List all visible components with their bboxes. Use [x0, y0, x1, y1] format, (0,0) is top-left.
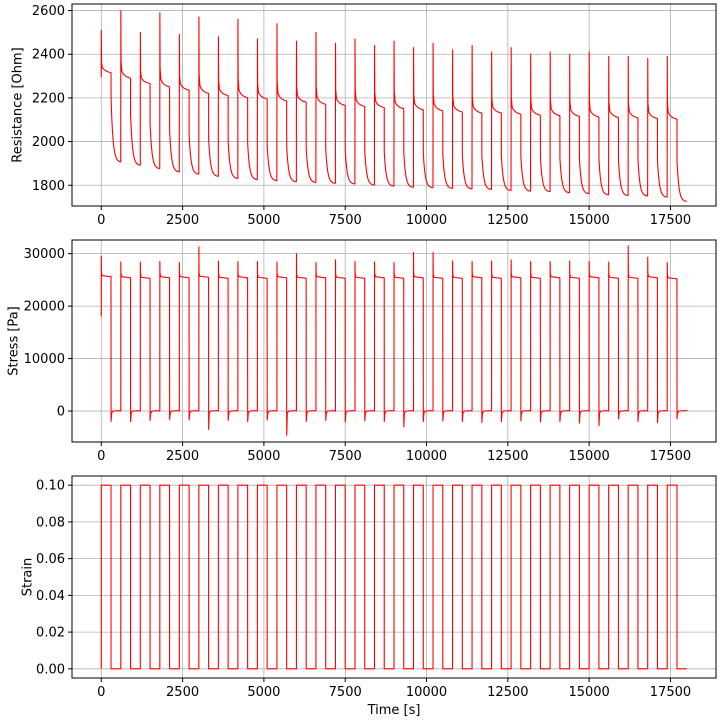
- resistance-series-line: [100, 10, 688, 202]
- x-tick-label: 5000: [247, 685, 280, 700]
- x-tick-label: 15000: [568, 449, 609, 464]
- x-axis-label: Time [s]: [367, 703, 421, 718]
- x-tick-label: 10000: [406, 685, 447, 700]
- strain-series-line: [100, 484, 687, 670]
- x-tick-label: 12500: [487, 685, 528, 700]
- y-tick-label: 0.06: [36, 552, 65, 567]
- x-tick-label: 2500: [166, 685, 199, 700]
- x-tick-label: 17500: [650, 449, 691, 464]
- y-tick-label: 0.00: [36, 662, 65, 677]
- x-tick-label: 7500: [329, 213, 362, 228]
- resistance-panel: 0 2500 5000 7500 10000 12500 15000 17500 1800 200…: [11, 3, 717, 228]
- x-tick-label: 12500: [487, 213, 528, 228]
- x-tick-label: 5000: [247, 449, 280, 464]
- y-tick-label: 2600: [32, 4, 65, 19]
- y-tick-label: 0: [57, 405, 65, 420]
- x-tick-label: 0: [97, 685, 105, 700]
- x-tick-label: 0: [97, 449, 105, 464]
- x-tick-label: 15000: [568, 213, 609, 228]
- x-tick-label: 17500: [650, 213, 691, 228]
- x-tick-label: 2500: [166, 213, 199, 228]
- stress-panel: 0 2500 5000 7500 10000 12500 15000 17500 0 10000 2…: [7, 239, 717, 464]
- y-tick-label: 10000: [24, 352, 65, 367]
- strain-panel: 0 2500 5000 7500 10000 12500 15000 17500 0.00 0.0…: [21, 475, 717, 718]
- y-axis-label: Resistance [Ohm]: [11, 47, 26, 162]
- y-tick-label: 0.10: [36, 479, 65, 494]
- y-tick-label: 20000: [24, 300, 65, 315]
- y-axis-label: Strain: [21, 558, 36, 597]
- y-tick-label: 2000: [32, 135, 65, 150]
- y-tick-label: 0.04: [36, 589, 65, 604]
- y-tick-label: 2400: [32, 48, 65, 63]
- axes-frame: [71, 475, 717, 679]
- y-tick-label: 2200: [32, 91, 65, 106]
- x-tick-label: 17500: [650, 685, 691, 700]
- y-tick-label: 0.02: [36, 626, 65, 641]
- y-tick-label: 1800: [32, 179, 65, 194]
- x-tick-label: 7500: [329, 685, 362, 700]
- x-tick-label: 10000: [406, 213, 447, 228]
- axes-frame: [71, 3, 717, 207]
- stress-series-line: [100, 245, 688, 436]
- x-tick-label: 0: [97, 213, 105, 228]
- x-tick-label: 2500: [166, 449, 199, 464]
- axes-frame: [71, 239, 717, 443]
- x-tick-label: 15000: [568, 685, 609, 700]
- y-tick-label: 30000: [24, 247, 65, 262]
- y-axis-label: Stress [Pa]: [7, 306, 22, 375]
- x-tick-label: 10000: [406, 449, 447, 464]
- y-tick-label: 0.08: [36, 515, 65, 530]
- x-tick-label: 7500: [329, 449, 362, 464]
- x-tick-label: 12500: [487, 449, 528, 464]
- x-tick-label: 5000: [247, 213, 280, 228]
